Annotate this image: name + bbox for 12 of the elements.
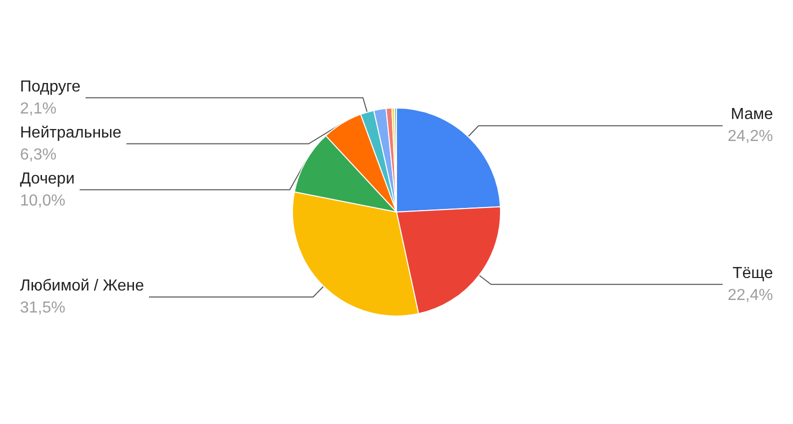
data-label: 2,1% xyxy=(20,100,56,118)
slice-label: Тёще xyxy=(732,264,774,282)
data-label: 24,2% xyxy=(728,128,773,146)
slice-label: Дочери xyxy=(20,170,75,188)
slice-label: Подруге xyxy=(20,78,81,96)
slice-label: Нейтральные xyxy=(20,124,122,142)
data-label: 22,4% xyxy=(728,286,773,304)
data-label: 6,3% xyxy=(20,146,56,164)
data-label: 31,5% xyxy=(20,299,66,316)
slice-label: Маме xyxy=(730,106,774,124)
data-label: 10,0% xyxy=(20,192,66,210)
slice-label: Любимой / Жене xyxy=(20,277,144,294)
